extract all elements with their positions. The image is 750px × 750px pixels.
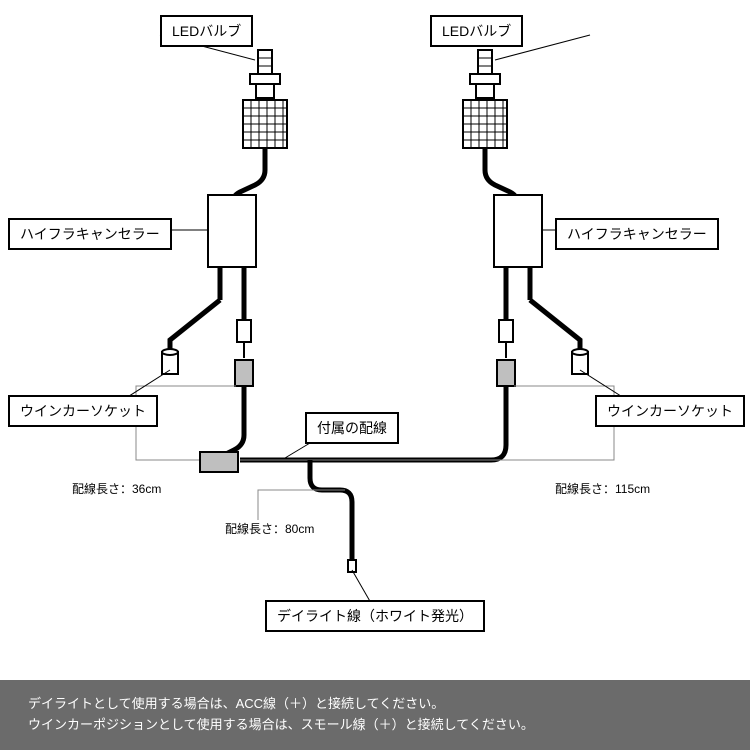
label-socket-left: ウインカーソケット	[8, 395, 158, 427]
footer-line-1: デイライトとして使用する場合は、ACC線（＋）と接続してください。	[28, 694, 722, 715]
plug-mate-left-icon	[235, 360, 253, 386]
led-bulb-left-icon	[243, 50, 287, 148]
wiring-diagram: LEDバルブ LEDバルブ ハイフラキャンセラー ハイフラキャンセラー ウインカ…	[0, 0, 750, 660]
wire-length-center: 配線長さ：80cm	[225, 520, 314, 537]
led-bulb-right-icon	[463, 50, 507, 148]
wire-length-right: 配線長さ：115cm	[555, 480, 650, 497]
label-socket-right: ウインカーソケット	[595, 395, 745, 427]
wire-length-left: 配線長さ：36cm	[72, 480, 161, 497]
label-daylight-wire: デイライト線（ホワイト発光）	[265, 600, 485, 632]
plug-left-icon	[237, 320, 251, 358]
diagram-svg	[0, 0, 750, 660]
canceller-left-icon	[208, 195, 256, 267]
canceller-right-icon	[494, 195, 542, 267]
footer-line-2: ウインカーポジションとして使用する場合は、スモール線（＋）と接続してください。	[28, 715, 722, 736]
plug-mate-right-icon	[497, 360, 515, 386]
label-led-bulb-right: LEDバルブ	[430, 15, 523, 47]
label-included-wiring: 付属の配線	[305, 412, 399, 444]
splitter-icon	[200, 452, 238, 472]
label-canceller-right: ハイフラキャンセラー	[555, 218, 719, 250]
label-led-bulb-left: LEDバルブ	[160, 15, 253, 47]
plug-right-icon	[499, 320, 513, 358]
footer-note: デイライトとして使用する場合は、ACC線（＋）と接続してください。 ウインカーポ…	[0, 680, 750, 750]
label-canceller-left: ハイフラキャンセラー	[8, 218, 172, 250]
